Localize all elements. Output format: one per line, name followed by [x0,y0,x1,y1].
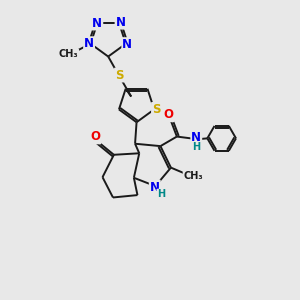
Text: H: H [192,142,200,152]
Text: S: S [152,103,160,116]
Text: N: N [116,16,126,28]
Text: S: S [115,68,124,82]
Text: N: N [122,38,132,51]
Text: CH₃: CH₃ [183,171,203,181]
Text: CH₃: CH₃ [59,50,79,59]
Text: H: H [157,190,165,200]
Text: O: O [164,108,174,121]
Text: O: O [90,130,100,143]
Text: N: N [150,181,160,194]
Text: N: N [92,16,102,29]
Text: N: N [84,37,94,50]
Text: N: N [191,131,201,144]
